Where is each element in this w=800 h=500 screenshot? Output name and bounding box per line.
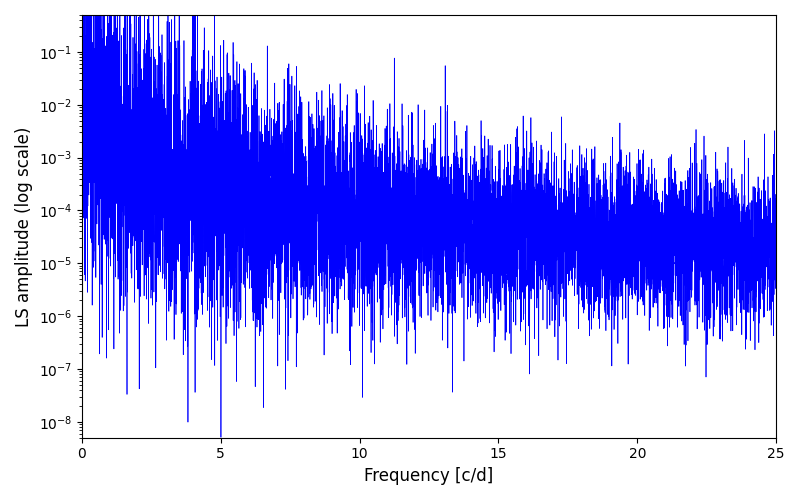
X-axis label: Frequency [c/d]: Frequency [c/d] bbox=[364, 467, 494, 485]
Y-axis label: LS amplitude (log scale): LS amplitude (log scale) bbox=[15, 126, 33, 326]
